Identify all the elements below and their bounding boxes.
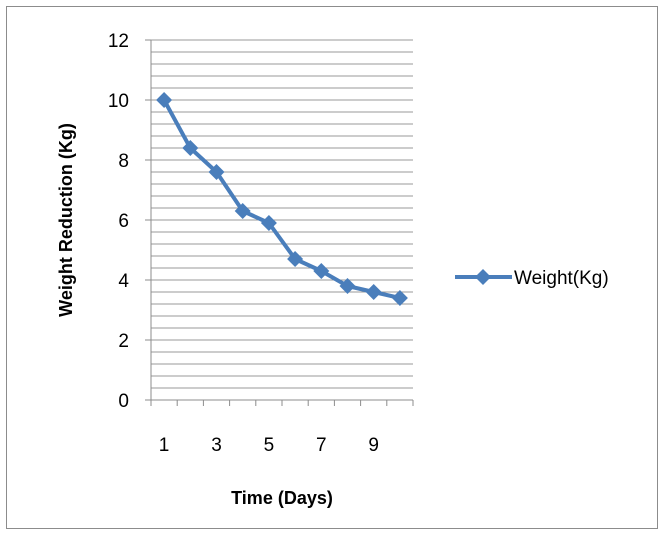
data-point xyxy=(287,251,304,267)
y-tick-label: 6 xyxy=(118,211,129,232)
x-tick-label: 3 xyxy=(211,435,222,456)
legend: Weight(Kg) xyxy=(455,268,609,289)
y-tick-labels: 0 2 4 6 8 10 12 xyxy=(108,31,130,412)
x-tick-labels: 1 3 5 7 9 xyxy=(159,435,379,456)
y-tick-label: 12 xyxy=(108,31,129,52)
data-point xyxy=(156,92,173,108)
series-group xyxy=(156,92,408,306)
x-tick-label: 9 xyxy=(368,435,379,456)
x-axis-title: Time (Days) xyxy=(231,488,333,508)
y-tick-label: 8 xyxy=(118,151,129,172)
y-tick-label: 2 xyxy=(118,331,129,352)
y-tick-label: 4 xyxy=(118,271,129,292)
data-point xyxy=(208,164,225,180)
x-tick-label: 1 xyxy=(159,435,170,456)
data-point xyxy=(260,215,277,231)
x-tick-label: 7 xyxy=(316,435,327,456)
data-point xyxy=(391,290,408,306)
data-point xyxy=(365,284,382,300)
y-axis-title: Weight Reduction (Kg) xyxy=(56,123,76,317)
axes xyxy=(145,39,414,406)
gridlines xyxy=(151,39,413,389)
data-point xyxy=(234,203,251,219)
x-tick-label: 5 xyxy=(264,435,275,456)
data-point xyxy=(313,263,330,279)
data-point xyxy=(339,278,356,294)
series-line xyxy=(162,99,401,300)
y-tick-label: 0 xyxy=(118,391,129,412)
y-tick-label: 10 xyxy=(108,91,129,112)
legend-label: Weight(Kg) xyxy=(514,268,609,289)
legend-marker xyxy=(475,269,491,285)
data-point xyxy=(182,140,199,156)
